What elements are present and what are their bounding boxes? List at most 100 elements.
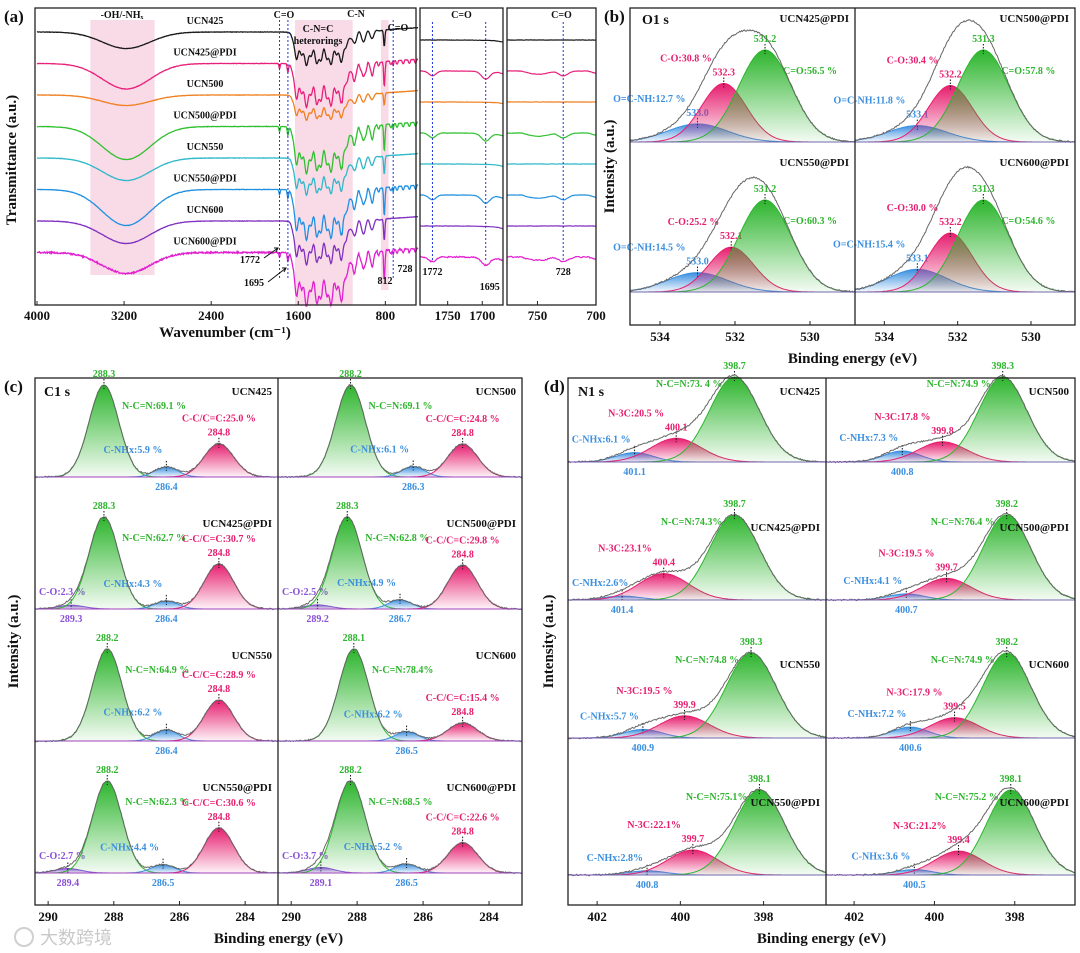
x-tick-label: 400 [671, 909, 691, 924]
inset-frame [419, 7, 504, 306]
peak-energy-label: 400.4 [652, 558, 675, 569]
peak-energy-label: 531.2 [754, 184, 777, 195]
spectrum-ucn550-pdi: 400.8 C-NHx:2.8% 399.7N-3C:22.1% 398.1N-C=N… [568, 774, 827, 891]
plot-frame [567, 377, 1076, 906]
annotation-812: 812 [378, 276, 393, 287]
x-tick-label: 700 [586, 308, 606, 323]
spectrum-ucn500: 400.8 C-NHx:7.3 % 399.8N-3C:17.8 % 398.3N-C… [825, 361, 1076, 478]
peak-percent-label: C-NHx:6.2 % [344, 710, 403, 721]
peak-percent-label: N-3C:19.5 % [878, 548, 934, 559]
peak-energy-label: 288.3 [93, 501, 116, 512]
spectrum-ucn550-pdi: 289.4 C-O:2.7 % 288.2 N-C=N:62.3 % 286.5 C-NH… [34, 765, 279, 889]
series-label: UCN600 [187, 205, 224, 216]
y-axis-label: Intensity (a.u.) [541, 595, 557, 689]
core-level-title: O1 s [642, 13, 669, 28]
ftir-line-ucn550-pdi [36, 184, 419, 242]
spectrum-ucn425: 401.1 C-NHx:6.1 % 400.1N-3C:20.5 % 398.7N-C… [567, 361, 827, 478]
inset-line [419, 101, 503, 105]
peak-fit [35, 648, 278, 742]
spectrum-name: UCN425@PDI [779, 13, 849, 25]
x-tick-label: 3200 [111, 308, 137, 323]
x-tick-label: 398 [1005, 909, 1025, 924]
x-tick-label: 4000 [24, 308, 50, 323]
peak-energy-label: 286.7 [389, 614, 412, 625]
band-label: 1695 [480, 282, 500, 293]
x-tick-label: 1750 [435, 308, 461, 323]
peak-energy-label: 400.8 [891, 467, 914, 478]
spectrum-name: UCN500@PDI [446, 518, 516, 530]
spectrum-ucn600-pdi: 533.1O=C-NH:15.4 % 532.2C-O:30.0 % 531.3 C=… [833, 157, 1076, 293]
peak-energy-label: 289.1 [310, 878, 333, 889]
spectrum-name: UCN425 [780, 386, 821, 398]
peak-energy-label: 288.2 [339, 369, 362, 380]
envelope-line [567, 513, 827, 602]
peak-energy-label: 531.2 [754, 34, 777, 45]
spectrum-ucn500: 288.2 N-C=N:69.1 % 286.3 C-NHx:6.1 % 284.8 C-… [277, 369, 523, 493]
peak-energy-label: 531.3 [972, 34, 995, 45]
peak-percent-label: C-NHx:4.3 % [103, 579, 162, 590]
panel-label: (c) [4, 377, 23, 396]
ftir-line-ucn425 [36, 26, 419, 67]
peak-energy-label: 531.3 [972, 184, 995, 195]
peak-energy-label: 533.1 [906, 253, 929, 264]
spectrum-name: UCN600@PDI [999, 157, 1069, 169]
band-label: 1772 [422, 267, 442, 278]
peak-percent-label: O=C-NH:14.5 % [613, 243, 685, 254]
peak-energy-label: 286.5 [152, 878, 175, 889]
series-label: UCN425 [187, 16, 224, 27]
peak-fit [35, 384, 278, 478]
x-tick-label: 288 [347, 909, 367, 924]
ftir-line-ucn550 [37, 152, 418, 197]
peak-energy-label: 400.1 [665, 422, 688, 433]
watermark-icon [14, 927, 34, 947]
envelope-line [34, 780, 279, 874]
envelope-line [34, 384, 279, 479]
peak-percent-label: C-C/C=C:25.0 % [182, 414, 256, 425]
spectrum-ucn550-pdi: 533.0O=C-NH:14.5 % 532.1C-O:25.2 % 531.2 C=… [613, 157, 856, 293]
arrow-icon [267, 267, 287, 283]
peak-energy-label: 288.3 [93, 369, 116, 380]
peak-percent-label: C-NHx:2.6% [572, 578, 628, 589]
peak-percent-label: C-NHx:6.2 % [103, 708, 162, 719]
peak-percent-label: N-C=N:64.9 % [125, 665, 189, 676]
highlight-region [380, 20, 389, 290]
peak-percent-label: N-C=N:74.9 % [931, 655, 995, 666]
peak-energy-label: 399.4 [947, 835, 970, 846]
peak-percent-label: C-NHx:2.8% [587, 853, 643, 864]
envelope-line [277, 384, 523, 479]
annotation-co-2: C=O [388, 23, 409, 34]
plot-frame [34, 7, 417, 306]
ftir-inset-inset1: 1772 1695 C=O 1750 1700 [419, 7, 504, 323]
arrow-icon [263, 247, 279, 259]
peak-energy-label: 284.8 [208, 684, 231, 695]
x-tick-label: 534 [650, 329, 670, 344]
peak-energy-label: 289.2 [306, 614, 329, 625]
spectrum-name: UCN425@PDI [202, 518, 272, 530]
peak-energy-label: 289.3 [60, 614, 83, 625]
peak-percent-label: N-C=N:68.5 % [369, 797, 433, 808]
spectrum-name: UCN600@PDI [999, 797, 1069, 809]
peak-energy-label: 398.2 [995, 637, 1018, 648]
panel-label: (b) [604, 7, 625, 26]
peak-percent-label: C-O:2.7 % [39, 851, 86, 862]
x-axis-label: Wavenumber (cm⁻¹) [159, 325, 291, 341]
ftir-inset-inset2: 728 C=O 750 700 [506, 7, 606, 323]
annotation-cnc: C-N=C [303, 24, 334, 35]
inset-line [420, 163, 503, 167]
x-tick-label: 532 [948, 329, 968, 344]
peak-percent-label: N-C=N:69.1 % [369, 401, 433, 412]
peak-energy-label: 284.8 [208, 812, 231, 823]
peak-energy-label: 400.5 [903, 880, 926, 891]
annotation-1772: 1772 [240, 255, 260, 266]
peak-percent-label: N-C=N:74.3% [661, 517, 723, 528]
peak-percent-label: N-C=N:74.9 % [927, 379, 991, 390]
peak-percent-label: N-C=N:69.1 % [122, 401, 186, 412]
x-tick-label: 534 [875, 329, 895, 344]
peak-energy-label: 398.2 [995, 499, 1018, 510]
envelope-line [629, 176, 856, 293]
peak-energy-label: 399.7 [935, 562, 958, 573]
peak-energy-label: 400.9 [632, 743, 655, 754]
y-axis-label: Transmittance (a.u.) [4, 95, 20, 225]
x-tick-label: 286 [170, 909, 190, 924]
